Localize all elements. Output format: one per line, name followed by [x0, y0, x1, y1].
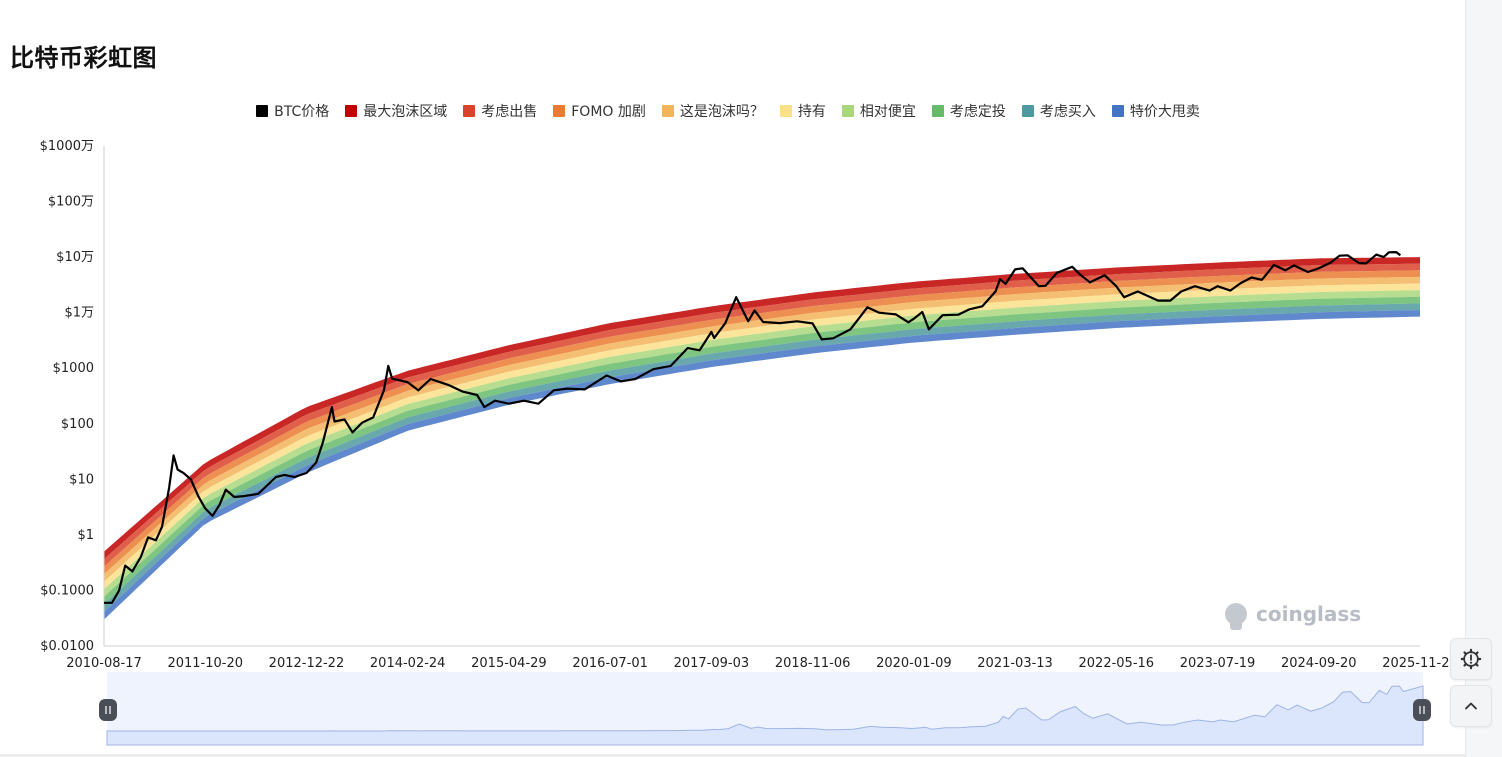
- legend-label: BTC价格: [274, 104, 330, 120]
- legend-swatch: [841, 105, 854, 117]
- range-navigator[interactable]: [99, 672, 1431, 746]
- btc-price-line[interactable]: [104, 251, 1402, 604]
- legend-item-0[interactable]: BTC价格: [256, 101, 329, 121]
- x-tick-label: 2022-05-16: [1079, 656, 1155, 671]
- gear-icon: [1460, 648, 1482, 670]
- x-tick-label: 2025-11-23: [1382, 656, 1458, 671]
- y-tick-label: $1: [77, 528, 94, 543]
- legend-item-5[interactable]: 持有: [779, 101, 826, 121]
- scroll-top-button[interactable]: [1450, 685, 1492, 727]
- legend-label: 考虑定投: [949, 104, 1006, 120]
- legend-label: 特价大甩卖: [1129, 104, 1200, 120]
- y-tick-label: $10: [69, 472, 94, 487]
- rainbow-chart[interactable]: $0.0100 $0.1000 $1 $10 $100 $1000 $1万 $10万 $100万…: [0, 0, 1466, 757]
- legend-label: 持有: [797, 104, 826, 120]
- x-tick-label: 2010-08-17: [66, 656, 142, 671]
- legend-item-2[interactable]: 考虑出售: [463, 101, 537, 121]
- x-tick-label: 2018-11-06: [775, 656, 851, 671]
- legend-swatch: [256, 105, 269, 117]
- legend-swatch: [463, 105, 476, 117]
- x-tick-label: 2011-10-20: [167, 656, 243, 671]
- y-tick-label: $1000: [53, 361, 94, 376]
- x-tick-label: 2017-09-03: [674, 656, 750, 671]
- y-tick-label: $1000万: [40, 139, 94, 154]
- y-tick-label: $100: [61, 417, 94, 432]
- legend-item-4[interactable]: 这是泡沫吗？: [661, 101, 764, 121]
- y-tick-label: $1万: [64, 306, 94, 321]
- legend-label: 最大泡沫区域: [363, 104, 448, 120]
- legend-label: 这是泡沫吗？: [679, 104, 764, 120]
- legend-swatch: [1111, 105, 1124, 117]
- legend-item-3[interactable]: FOMO 加剧: [553, 101, 646, 121]
- settings-button[interactable]: [1450, 638, 1492, 680]
- navigator-left-handle[interactable]: [99, 699, 117, 721]
- navigator-area: [106, 685, 1424, 746]
- legend-label: FOMO 加剧: [571, 104, 646, 120]
- watermark-text: coinglass: [1256, 602, 1361, 626]
- legend-label: 考虑买入: [1039, 104, 1096, 120]
- page-title: 比特币彩虹图: [10, 44, 157, 72]
- legend-swatch: [779, 105, 792, 117]
- legend-item-6[interactable]: 相对便宜: [841, 101, 916, 121]
- y-tick-label: $100万: [48, 195, 94, 210]
- page-scrollbar[interactable]: [1465, 0, 1502, 757]
- y-tick-label: $0.1000: [40, 583, 94, 598]
- x-tick-label: 2015-04-29: [471, 656, 547, 671]
- chevron-up-icon: [1465, 702, 1477, 710]
- x-tick-label: 2012-12-22: [269, 656, 345, 671]
- watermark: coinglass: [1225, 602, 1361, 630]
- x-tick-label: 2024-09-20: [1281, 656, 1357, 671]
- coinglass-logo-base: [1230, 620, 1242, 630]
- legend-item-8[interactable]: 考虑买入: [1021, 101, 1096, 121]
- legend-label: 考虑出售: [481, 104, 538, 120]
- y-tick-label: $0.0100: [40, 639, 94, 654]
- legend-swatch: [931, 105, 944, 117]
- rainbow-bands: [104, 257, 1420, 620]
- legend-swatch: [345, 105, 358, 117]
- x-tick-label: 2016-07-01: [572, 656, 648, 671]
- x-tick-label: 2014-02-24: [370, 656, 446, 671]
- legend-item-7[interactable]: 考虑定投: [931, 101, 1006, 121]
- x-tick-label: 2020-01-09: [876, 656, 952, 671]
- navigator-right-handle-grip[interactable]: [1413, 699, 1431, 721]
- legend-swatch: [1021, 105, 1034, 117]
- navigator-right-handle[interactable]: [1413, 699, 1431, 721]
- chart-legend: BTC价格 最大泡沫区域 考虑出售 FOMO 加剧 这是泡沫吗？ 持有 相对便宜 考虑定投 考虑…: [0, 101, 1456, 121]
- y-tick-label: $10万: [56, 250, 94, 265]
- legend-label: 相对便宜: [859, 104, 916, 120]
- coinglass-logo-icon: [1225, 603, 1247, 625]
- legend-swatch: [553, 105, 566, 117]
- legend-item-9[interactable]: 特价大甩卖: [1111, 101, 1200, 121]
- x-tick-label: 2023-07-19: [1180, 656, 1256, 671]
- legend-item-1[interactable]: 最大泡沫区域: [345, 101, 447, 121]
- legend-swatch: [661, 105, 674, 117]
- page-divider: [0, 754, 1466, 757]
- navigator-left-handle-grip[interactable]: [99, 699, 117, 721]
- x-tick-label: 2021-03-13: [977, 656, 1053, 671]
